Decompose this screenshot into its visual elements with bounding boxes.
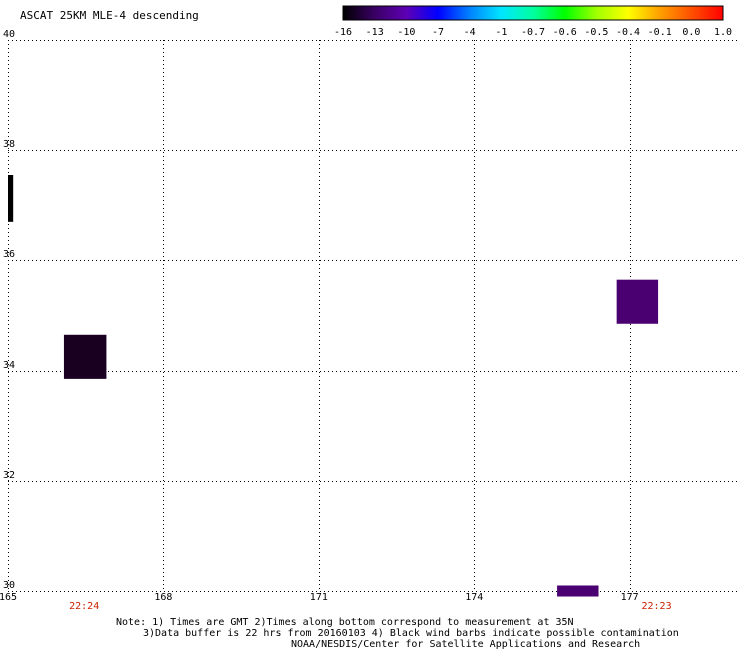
colorbar-gradient [342, 5, 724, 21]
colorbar-label: 0.0 [682, 27, 701, 38]
lon-tick-label: 168 [154, 592, 173, 603]
figure-title: ASCAT 25KM MLE-4 descending [20, 9, 199, 22]
colorbar-label: -4 [463, 27, 476, 38]
cell-purple-1 [616, 279, 659, 324]
colorbar-label: 1.0 [714, 27, 733, 38]
cell-purple-2 [557, 585, 599, 597]
colorbar-label: -7 [432, 27, 445, 38]
note-line-1: Note: 1) Times are GMT 2)Times along bot… [116, 617, 574, 628]
lat-tick-label: 40 [3, 29, 16, 40]
time-label: 22:24 [69, 601, 100, 612]
lat-tick-label: 36 [3, 249, 16, 261]
lon-tick-label: 177 [620, 592, 639, 603]
lon-tick-label: 165 [0, 592, 18, 603]
lat-tick-label: 38 [3, 139, 16, 151]
colorbar-label: -10 [397, 27, 416, 38]
time-label: 22:23 [641, 601, 672, 612]
colorbar-label: -0.1 [647, 27, 672, 38]
lon-tick-label: 171 [309, 592, 328, 603]
colorbar-label: -0.7 [521, 27, 546, 38]
colorbar-label: -0.4 [616, 27, 641, 38]
colorbar [342, 5, 724, 21]
lat-tick-label: 32 [3, 469, 16, 481]
colorbar-label: -13 [365, 27, 384, 38]
note-line-3: NOAA/NESDIS/Center for Satellite Applica… [291, 639, 641, 650]
note-line-2: 3)Data buffer is 22 hrs from 20160103 4)… [143, 628, 679, 639]
colorbar-label: -1 [495, 27, 508, 38]
lat-tick-label: 30 [3, 580, 16, 591]
colorbar-label: -0.5 [584, 27, 609, 38]
lat-tick-label: 34 [3, 359, 16, 371]
cell-dark-1 [8, 174, 14, 222]
colorbar-label: -0.6 [552, 27, 577, 38]
lon-tick-label: 174 [465, 592, 484, 603]
cell-dark-2 [63, 334, 107, 379]
colorbar-label: -16 [334, 27, 353, 38]
